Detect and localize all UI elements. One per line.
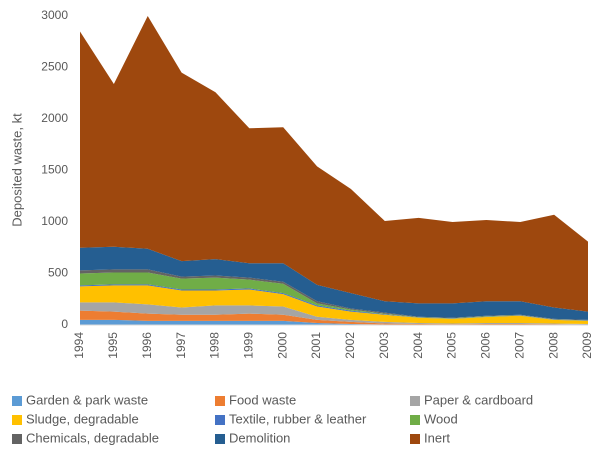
legend-swatch: [215, 415, 225, 425]
legend-swatch: [12, 434, 22, 444]
legend-label: Garden & park waste: [26, 392, 148, 407]
y-axis-label: Deposited waste, kt: [9, 113, 24, 227]
y-tick-label: 1000: [41, 214, 68, 228]
y-tick-label: 2000: [41, 111, 68, 125]
y-tick-label: 0: [61, 317, 68, 331]
x-tick-label: 2003: [377, 332, 391, 359]
legend-swatch: [215, 434, 225, 444]
area: [80, 302, 588, 325]
area: [80, 310, 588, 325]
x-tick-label: 2002: [343, 332, 357, 359]
y-tick-label: 500: [48, 266, 68, 280]
legend-swatch: [215, 396, 225, 406]
area: [80, 272, 588, 321]
area: [80, 319, 588, 325]
y-tick-label: 3000: [41, 8, 68, 22]
x-tick-label: 2009: [580, 332, 594, 359]
legend-swatch: [12, 396, 22, 406]
x-tick-label: 2008: [546, 332, 560, 359]
legend-label: Sludge, degradable: [26, 411, 139, 426]
x-tick-label: 2005: [445, 332, 459, 359]
legend-label: Chemicals, degradable: [26, 430, 159, 445]
x-tick-label: 1998: [208, 332, 222, 359]
y-tick-label: 1500: [41, 163, 68, 177]
x-tick-label: 2007: [512, 332, 526, 359]
legend-swatch: [410, 396, 420, 406]
x-tick-label: 1996: [140, 332, 154, 359]
legend-swatch: [410, 434, 420, 444]
legend-swatch: [12, 415, 22, 425]
legend-label: Food waste: [229, 392, 296, 407]
x-tick-label: 1997: [174, 332, 188, 359]
legend-label: Textile, rubber & leather: [229, 411, 367, 426]
x-tick-label: 2004: [411, 332, 425, 359]
x-tick-label: 2000: [275, 332, 289, 359]
legend-label: Paper & cardboard: [424, 392, 533, 407]
legend-swatch: [410, 415, 420, 425]
legend-label: Demolition: [229, 430, 290, 445]
x-tick-label: 2001: [309, 332, 323, 359]
legend-label: Wood: [424, 411, 458, 426]
area: [80, 16, 588, 312]
area: [80, 285, 588, 324]
y-tick-label: 2500: [41, 60, 68, 74]
x-tick-label: 1995: [106, 332, 120, 359]
x-tick-label: 1994: [72, 332, 86, 359]
x-tick-label: 2006: [479, 332, 493, 359]
legend-label: Inert: [424, 430, 450, 445]
area: [80, 246, 588, 320]
x-tick-label: 1999: [242, 332, 256, 359]
